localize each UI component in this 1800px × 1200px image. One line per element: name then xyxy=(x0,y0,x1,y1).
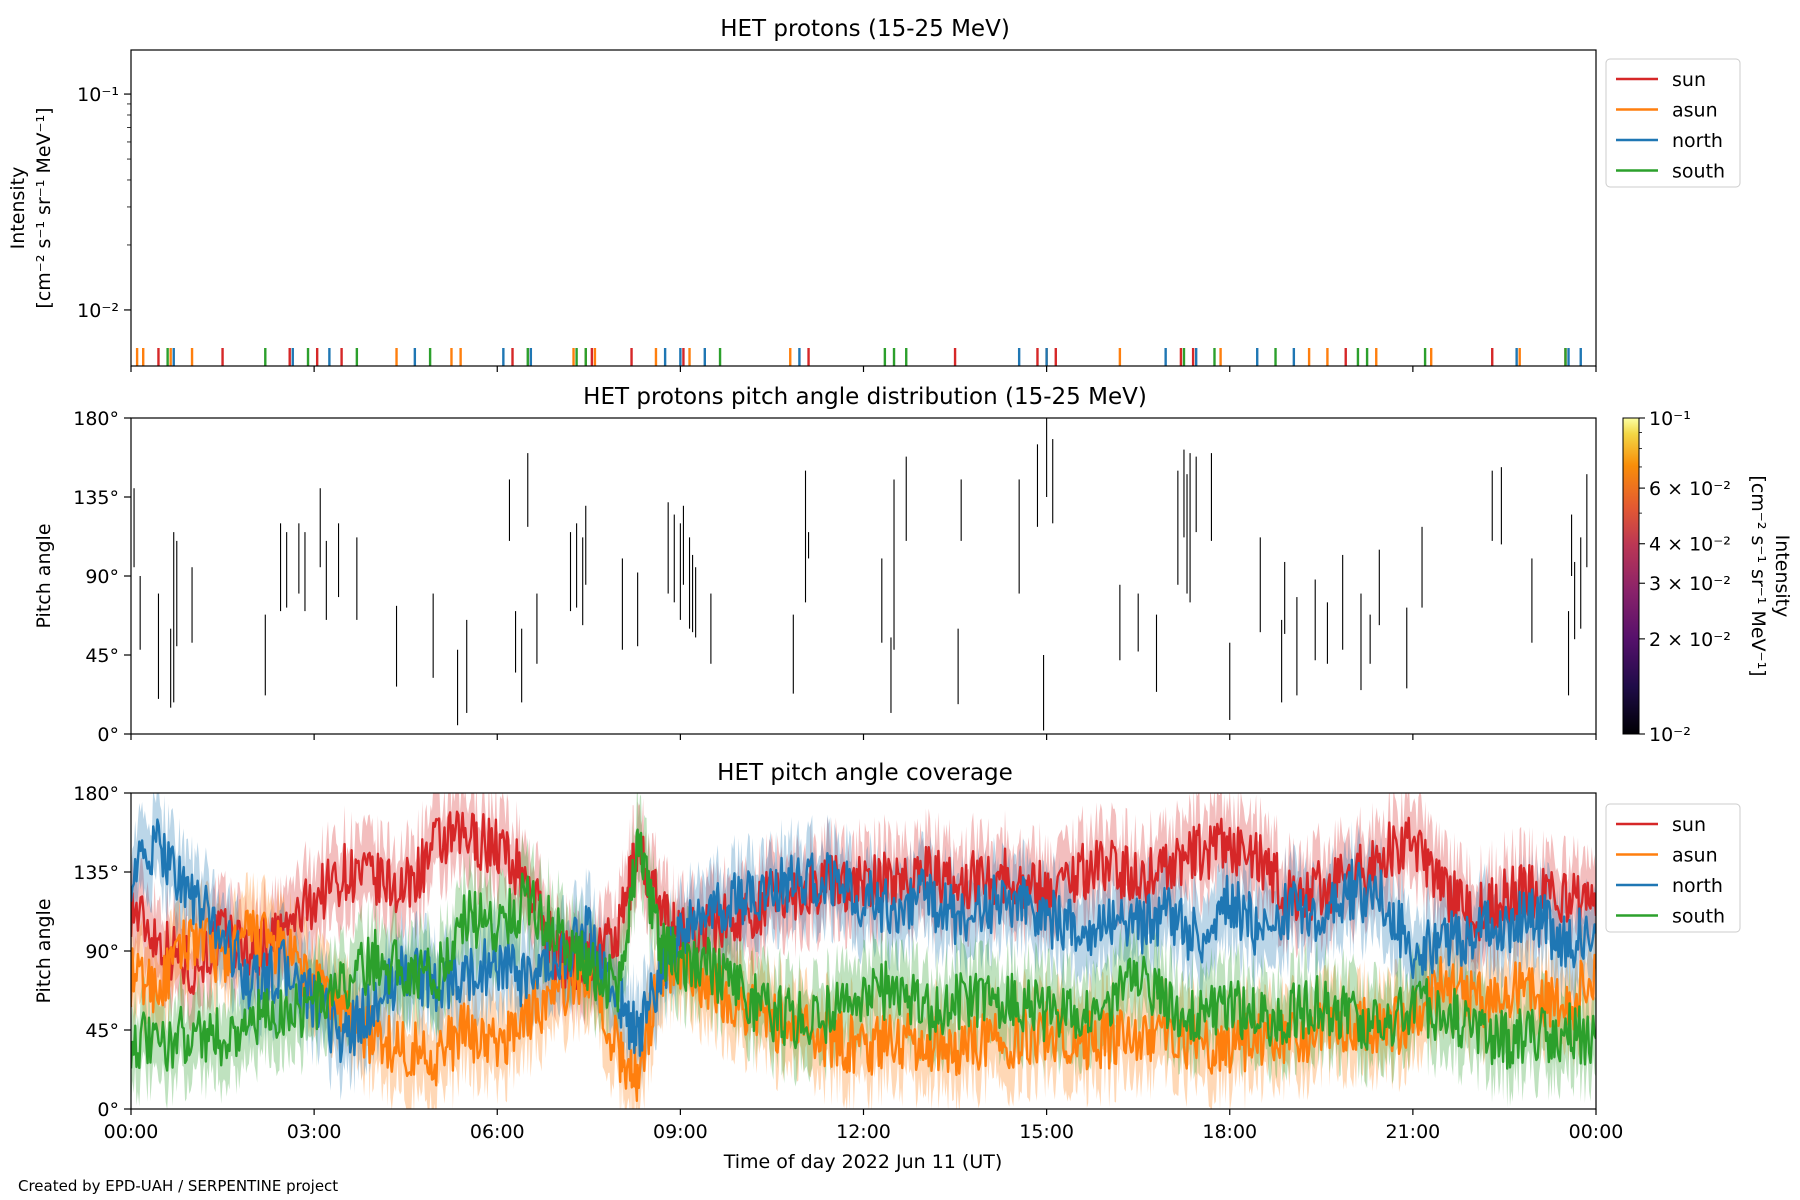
y-tick-label: 45° xyxy=(85,1020,119,1042)
y-tick-label: 180° xyxy=(73,783,119,805)
x-tick-label: 18:00 xyxy=(1202,1121,1257,1143)
panel3-legend-label-asun: asun xyxy=(1672,845,1718,867)
panel1-ylabel-line2: [cm⁻² s⁻¹ sr⁻¹ MeV⁻¹] xyxy=(33,107,55,308)
coverage-band-south xyxy=(131,793,1596,1109)
panel1-legend-label-north: north xyxy=(1672,130,1723,152)
x-tick-label: 15:00 xyxy=(1019,1121,1074,1143)
colorbar-tick-label: 10⁻¹ xyxy=(1649,408,1691,430)
colorbar-tick-label: 6 × 10⁻² xyxy=(1649,478,1731,500)
footer-credit: Created by EPD-UAH / SERPENTINE project xyxy=(18,1177,338,1195)
y-tick-label: 45° xyxy=(85,645,119,667)
colorbar-tick-label: 10⁻² xyxy=(1649,724,1691,746)
y-tick-label: 135° xyxy=(73,862,119,884)
panel3-legend: sun asun north south xyxy=(1605,803,1741,933)
intensity-panel: HET protons (15-25 MeV) 10⁻¹ 10⁻² Intensi… xyxy=(7,16,1741,367)
panel3-legend-label-south: south xyxy=(1672,906,1725,928)
panel3-ylabel: Pitch angle xyxy=(33,898,55,1003)
colorbar-label-line2: [cm⁻² s⁻¹ sr⁻¹ MeV⁻¹] xyxy=(1747,475,1769,676)
panel3-legend-box xyxy=(1605,803,1741,933)
panel1-y-ticks: 10⁻¹ 10⁻² xyxy=(77,84,131,322)
x-axis-label: Time of day 2022 Jun 11 (UT) xyxy=(723,1151,1003,1173)
colorbar-bar xyxy=(1622,417,1640,735)
x-tick-label: 00:00 xyxy=(104,1121,159,1143)
y-tick-label: 180° xyxy=(73,408,119,430)
x-tick-label: 09:00 xyxy=(653,1121,708,1143)
colorbar-label-line1: Intensity xyxy=(1771,535,1793,618)
panel1-legend-box xyxy=(1605,58,1741,188)
panel1-legend-label-sun: sun xyxy=(1672,69,1706,91)
panel1-title: HET protons (15-25 MeV) xyxy=(720,16,1010,42)
panel3-legend-label-north: north xyxy=(1672,875,1723,897)
coverage-lines xyxy=(131,810,1596,1103)
coverage-line-north xyxy=(131,818,1596,1064)
coverage-line-south xyxy=(131,828,1596,1072)
panel3-y-ticks: 180° 135° 90° 45° 0° xyxy=(73,783,131,1121)
panel2-ylabel: Pitch angle xyxy=(33,523,55,628)
y-tick-label: 10⁻¹ xyxy=(77,84,119,106)
colorbar: 10⁻¹ 6 × 10⁻² 4 × 10⁻² 3 × 10⁻² 2 × 10⁻² 10⁻² xyxy=(1622,408,1731,746)
panel1-legend-label-south: south xyxy=(1672,161,1725,183)
x-tick-label: 21:00 xyxy=(1385,1121,1440,1143)
panel2-title: HET protons pitch angle distribution (15… xyxy=(583,384,1147,410)
colorbar-tick-label: 3 × 10⁻² xyxy=(1649,573,1731,595)
coverage-band-north xyxy=(131,793,1596,1101)
panel1-legend-label-asun: asun xyxy=(1672,100,1718,122)
x-tick-label: 00:00 xyxy=(1569,1121,1624,1143)
colorbar-tick-label: 2 × 10⁻² xyxy=(1649,629,1731,651)
panel2-plot-area xyxy=(133,418,1588,731)
panel2-y-ticks: 180° 135° 90° 45° 0° xyxy=(73,408,131,746)
shared-x-axis: 00:00 03:00 06:00 09:00 12:00 15:00 18:00 21:00… xyxy=(104,366,1624,1143)
pitch-angle-coverage-panel: HET pitch angle coverage 180° 135° 90° 45° 0… xyxy=(33,760,1741,1121)
y-tick-label: 10⁻² xyxy=(77,300,119,322)
x-tick-label: 12:00 xyxy=(836,1121,891,1143)
colorbar-tick-label: 4 × 10⁻² xyxy=(1649,534,1731,556)
panel3-legend-label-sun: sun xyxy=(1672,814,1706,836)
x-tick-label: 03:00 xyxy=(287,1121,342,1143)
panel2-frame xyxy=(130,417,1597,735)
pitch-angle-distribution-panel: HET protons pitch angle distribution (15… xyxy=(33,384,1793,746)
y-tick-label: 135° xyxy=(73,487,119,509)
panel1-plot-area xyxy=(135,348,1582,366)
panel3-title: HET pitch angle coverage xyxy=(717,760,1013,786)
panel1-legend: sun asun north south xyxy=(1605,58,1741,188)
y-tick-label: 0° xyxy=(97,724,119,746)
x-tick-label: 06:00 xyxy=(470,1121,525,1143)
panel3-plot-area xyxy=(131,793,1596,1109)
panel1-frame xyxy=(130,49,1597,367)
y-tick-label: 90° xyxy=(85,566,119,588)
y-tick-label: 90° xyxy=(85,941,119,963)
panel1-ylabel-line1: Intensity xyxy=(7,167,29,250)
coverage-line-asun xyxy=(131,909,1596,1103)
y-tick-label: 0° xyxy=(97,1099,119,1121)
coverage-bands xyxy=(131,793,1596,1109)
